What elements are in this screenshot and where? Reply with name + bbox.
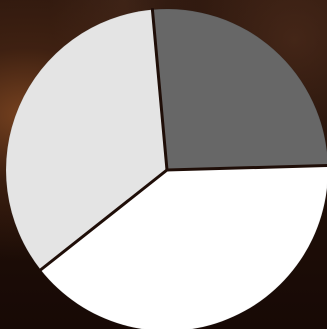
pie-separator-2 [165,164,327,172]
pie-separator-1 [150,8,169,172]
pie-outline [5,8,327,329]
pie-slice-2 [40,165,327,329]
pie-slice-1 [152,9,327,170]
pie-slice-3 [6,9,168,270]
pie-separator-3 [38,167,170,272]
